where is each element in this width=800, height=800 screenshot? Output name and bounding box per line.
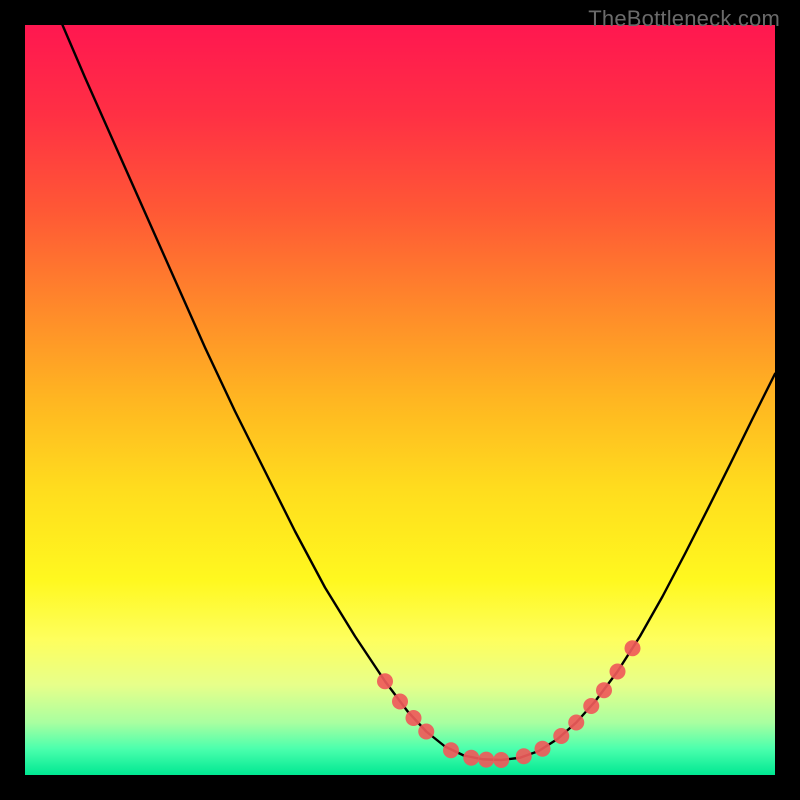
curve-marker [568, 715, 584, 731]
curve-marker [516, 748, 532, 764]
curve-marker [553, 728, 569, 744]
chart-frame: TheBottleneck.com [0, 0, 800, 800]
curve-marker [406, 710, 422, 726]
plot-area [25, 25, 775, 775]
curve-marker [377, 673, 393, 689]
curve-marker [610, 664, 626, 680]
curve-marker [493, 752, 509, 768]
curve-marker [583, 698, 599, 714]
curve-marker [596, 682, 612, 698]
curve-marker [478, 752, 494, 768]
curve-marker [392, 694, 408, 710]
curve-marker [535, 741, 551, 757]
curve-marker [463, 750, 479, 766]
curve-marker [418, 724, 434, 740]
chart-svg [25, 25, 775, 775]
curve-marker [443, 742, 459, 758]
watermark-text: TheBottleneck.com [588, 6, 780, 32]
curve-marker [625, 640, 641, 656]
chart-background [25, 25, 775, 775]
